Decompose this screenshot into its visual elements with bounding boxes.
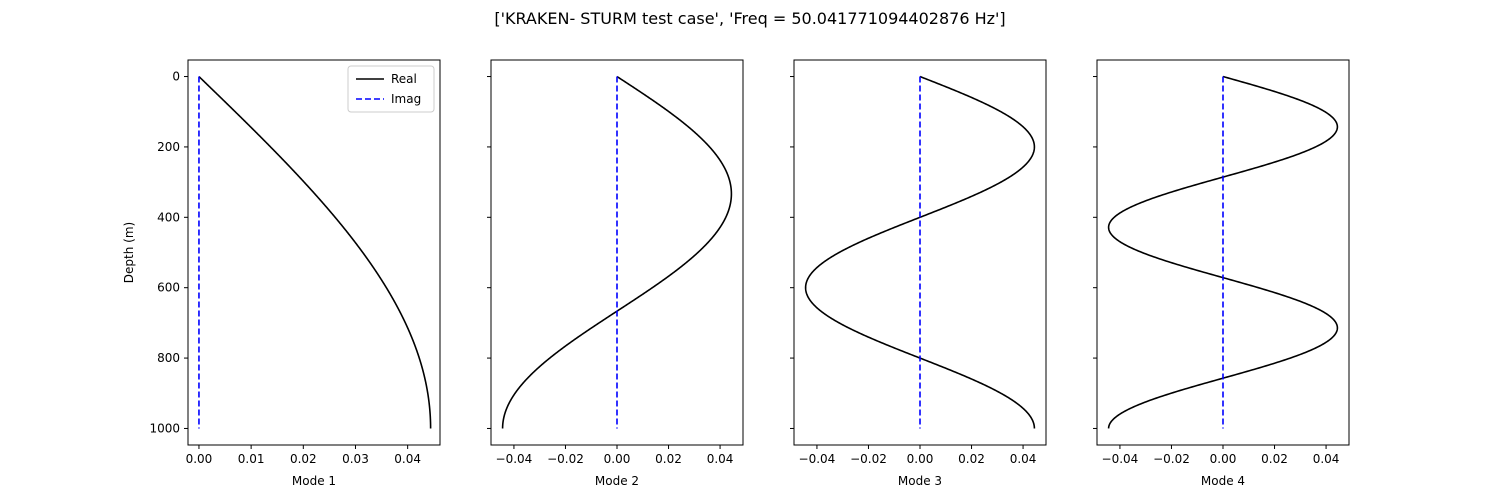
legend-frame <box>347 65 435 113</box>
x-axis-label: Mode 4 <box>1201 474 1245 488</box>
x-tick-label: 0.00 <box>1210 452 1237 466</box>
x-axis-label: Mode 3 <box>898 474 942 488</box>
y-tick-label: 1000 <box>149 421 180 435</box>
subplot-2: −0.04 −0.02 0.00 0.02 0.04 Mode 2 <box>487 59 744 488</box>
series-real-line <box>501 75 733 429</box>
x-axis-label: Mode 2 <box>595 474 639 488</box>
plot-frame <box>187 59 441 446</box>
x-tick-label: 0.04 <box>1010 452 1037 466</box>
series-real-line <box>198 75 432 429</box>
x-tick-label: 0.04 <box>1313 452 1340 466</box>
figure-title: ['KRAKEN- STURM test case', 'Freq = 50.0… <box>494 9 1005 28</box>
x-tick-label: 0.04 <box>707 452 734 466</box>
x-tick-label: 0.00 <box>186 452 213 466</box>
x-tick-label: −0.02 <box>850 452 887 466</box>
subplot-1: 0.00 0.01 0.02 0.03 0.04 0 200 400 600 800 1000 Mod… <box>122 59 441 488</box>
x-tick-label: −0.04 <box>799 452 836 466</box>
x-tick-label: −0.02 <box>547 452 584 466</box>
legend: Real Imag <box>347 65 435 113</box>
subplot-3: −0.04 −0.02 0.00 0.02 0.04 Mode 3 <box>790 59 1047 488</box>
axes-layer: 0.00 0.01 0.02 0.03 0.04 0 200 400 600 800 1000 Mod… <box>122 59 1350 488</box>
series-real-line <box>804 75 1036 429</box>
x-tick-label: 0.02 <box>290 452 317 466</box>
x-tick-label: 0.04 <box>394 452 421 466</box>
y-tick-label: 400 <box>157 210 180 224</box>
legend-label-real: Real <box>391 72 417 86</box>
x-tick-label: 0.00 <box>604 452 631 466</box>
x-tick-label: 0.02 <box>958 452 985 466</box>
legend-label-imag: Imag <box>391 92 421 106</box>
x-tick-label: 0.02 <box>655 452 682 466</box>
subplot-4: −0.04 −0.02 0.00 0.02 0.04 Mode 4 <box>1093 59 1350 488</box>
y-tick-label: 200 <box>157 140 180 154</box>
y-axis-label: Depth (m) <box>122 222 136 283</box>
y-tick-label: 600 <box>157 281 180 295</box>
x-tick-label: 0.00 <box>907 452 934 466</box>
y-tick-label: 800 <box>157 351 180 365</box>
y-tick-label: 0 <box>172 70 180 84</box>
x-tick-label: 0.01 <box>238 452 265 466</box>
x-axis-label: Mode 1 <box>292 474 336 488</box>
series-real-line <box>1107 75 1339 429</box>
x-tick-label: 0.03 <box>342 452 369 466</box>
x-tick-label: −0.04 <box>496 452 533 466</box>
x-tick-label: −0.04 <box>1102 452 1139 466</box>
x-tick-label: 0.02 <box>1261 452 1288 466</box>
x-tick-label: −0.02 <box>1153 452 1190 466</box>
